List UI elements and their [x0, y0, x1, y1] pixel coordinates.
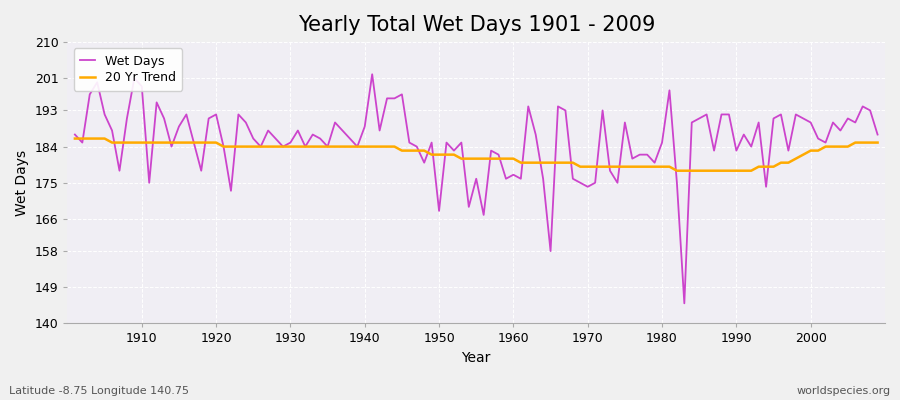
20 Yr Trend — [129, 140, 140, 145]
Text: worldspecies.org: worldspecies.org — [796, 386, 891, 396]
Wet Days — [367, 72, 378, 77]
Line: 20 Yr Trend: 20 Yr Trend — [75, 138, 878, 171]
20 Yr Trend — [671, 168, 682, 173]
Wet Days — [516, 176, 526, 181]
Text: Latitude -8.75 Longitude 140.75: Latitude -8.75 Longitude 140.75 — [9, 386, 189, 396]
Wet Days — [605, 168, 616, 173]
Y-axis label: Wet Days: Wet Days — [15, 150, 29, 216]
Legend: Wet Days, 20 Yr Trend: Wet Days, 20 Yr Trend — [74, 48, 182, 91]
20 Yr Trend — [69, 136, 80, 141]
Wet Days — [679, 301, 689, 306]
Line: Wet Days: Wet Days — [75, 74, 878, 303]
20 Yr Trend — [292, 144, 303, 149]
20 Yr Trend — [872, 140, 883, 145]
Wet Days — [872, 132, 883, 137]
Wet Days — [292, 128, 303, 133]
Title: Yearly Total Wet Days 1901 - 2009: Yearly Total Wet Days 1901 - 2009 — [298, 15, 655, 35]
X-axis label: Year: Year — [462, 351, 490, 365]
Wet Days — [508, 172, 518, 177]
20 Yr Trend — [500, 156, 511, 161]
Wet Days — [129, 76, 140, 81]
20 Yr Trend — [598, 164, 608, 169]
Wet Days — [69, 132, 80, 137]
20 Yr Trend — [508, 156, 518, 161]
20 Yr Trend — [337, 144, 347, 149]
Wet Days — [337, 128, 347, 133]
